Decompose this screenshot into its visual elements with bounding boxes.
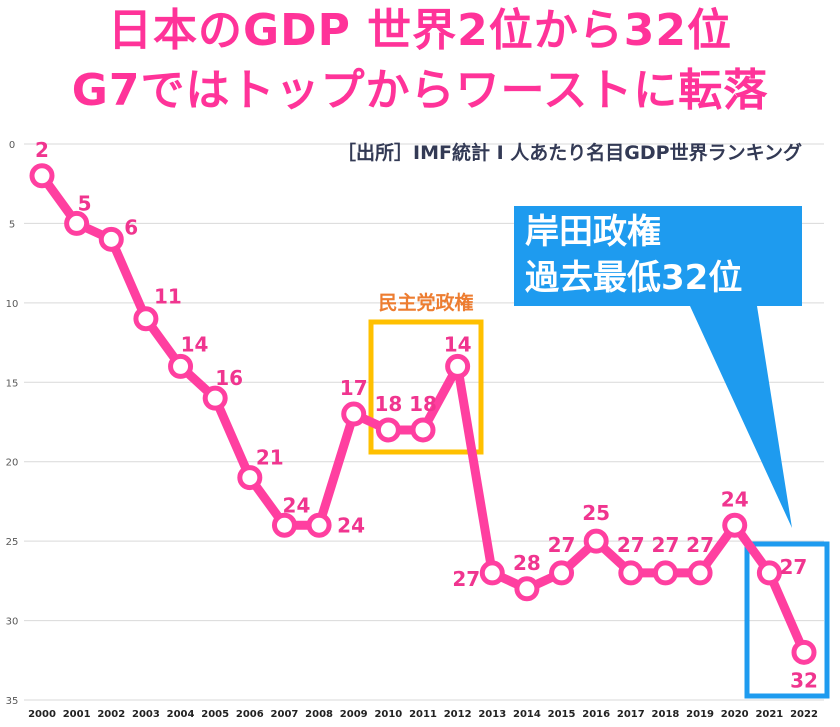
data-point <box>237 465 263 491</box>
dpj-period-box <box>368 319 484 455</box>
data-point <box>98 226 124 252</box>
data-label: 27 <box>652 533 680 557</box>
data-point <box>756 560 782 586</box>
data-point <box>64 210 90 236</box>
data-label: 2 <box>35 138 49 162</box>
data-label: 11 <box>154 285 182 309</box>
y-tick-label: 15 <box>6 378 19 389</box>
x-tick-label: 2001 <box>63 709 91 720</box>
x-tick-label: 2021 <box>755 709 783 720</box>
data-label: 24 <box>337 513 365 537</box>
x-tick-label: 2002 <box>97 709 125 720</box>
y-tick-label: 20 <box>6 458 19 469</box>
data-point <box>202 385 228 411</box>
x-tick-label: 2013 <box>478 709 506 720</box>
data-point <box>306 512 332 538</box>
data-label: 25 <box>582 501 610 525</box>
data-label: 17 <box>340 376 368 400</box>
data-label: 21 <box>256 446 284 470</box>
y-tick-label: 25 <box>6 537 19 548</box>
x-tick-label: 2012 <box>444 709 472 720</box>
data-point <box>722 512 748 538</box>
data-point <box>618 560 644 586</box>
x-tick-label: 2020 <box>721 709 749 720</box>
data-point <box>133 306 159 332</box>
title-line-2: G7ではトップからワーストに転落 <box>71 65 769 116</box>
data-point <box>29 163 55 189</box>
data-point <box>549 560 575 586</box>
data-point <box>341 401 367 427</box>
data-point <box>445 353 471 379</box>
x-tick-label: 2008 <box>305 709 333 720</box>
y-tick-label: 30 <box>6 617 19 628</box>
y-tick-label: 10 <box>6 299 19 310</box>
data-point <box>271 512 297 538</box>
data-label: 14 <box>444 332 472 356</box>
x-tick-label: 2010 <box>374 709 402 720</box>
data-label: 32 <box>790 668 818 692</box>
kishida-period-box <box>744 541 830 699</box>
x-tick-label: 2000 <box>28 709 56 720</box>
kishida-callout-line-1: 岸田政権 <box>525 212 661 252</box>
data-point <box>583 528 609 554</box>
data-label: 28 <box>513 551 541 575</box>
x-tick-label: 2004 <box>167 709 195 720</box>
data-label: 27 <box>617 533 645 557</box>
data-label: 18 <box>409 392 437 416</box>
data-label: 24 <box>721 487 749 511</box>
x-tick-label: 2011 <box>409 709 437 720</box>
x-tick-label: 2003 <box>132 709 160 720</box>
data-label: 24 <box>283 493 311 517</box>
x-tick-label: 2019 <box>686 709 714 720</box>
data-point <box>687 560 713 586</box>
x-tick-label: 2007 <box>271 709 299 720</box>
x-tick-label: 2018 <box>652 709 680 720</box>
data-label: 27 <box>452 567 480 591</box>
x-tick-label: 2009 <box>340 709 368 720</box>
data-point <box>514 576 540 602</box>
y-tick-label: 5 <box>9 219 15 230</box>
data-label: 16 <box>215 366 243 390</box>
x-tick-label: 2022 <box>790 709 818 720</box>
x-tick-label: 2017 <box>617 709 645 720</box>
kishida-callout <box>514 206 802 528</box>
source-note: ［出所］IMF統計 I 人あたり名目GDP世界ランキング <box>337 142 802 164</box>
data-label: 27 <box>686 533 714 557</box>
data-point <box>410 417 436 443</box>
y-tick-label: 0 <box>9 140 15 151</box>
data-label: 14 <box>181 332 209 356</box>
x-tick-label: 2014 <box>513 709 541 720</box>
data-label: 5 <box>78 191 92 215</box>
data-label: 6 <box>124 215 138 239</box>
x-tick-label: 2015 <box>548 709 576 720</box>
data-point <box>168 353 194 379</box>
data-label: 27 <box>548 533 576 557</box>
x-tick-label: 2006 <box>236 709 264 720</box>
kishida-callout-line-2: 過去最低32位 <box>525 258 743 298</box>
y-tick-label: 35 <box>6 696 19 707</box>
data-label: 18 <box>374 392 402 416</box>
data-point <box>375 417 401 443</box>
dpj-label: 民主党政権 <box>378 291 473 314</box>
data-point <box>479 560 505 586</box>
data-label: 27 <box>779 555 807 579</box>
data-point <box>652 560 678 586</box>
title-line-1: 日本のGDP 世界2位から32位 <box>107 5 733 56</box>
data-point <box>791 639 817 665</box>
x-tick-label: 2005 <box>201 709 229 720</box>
x-tick-label: 2016 <box>582 709 610 720</box>
